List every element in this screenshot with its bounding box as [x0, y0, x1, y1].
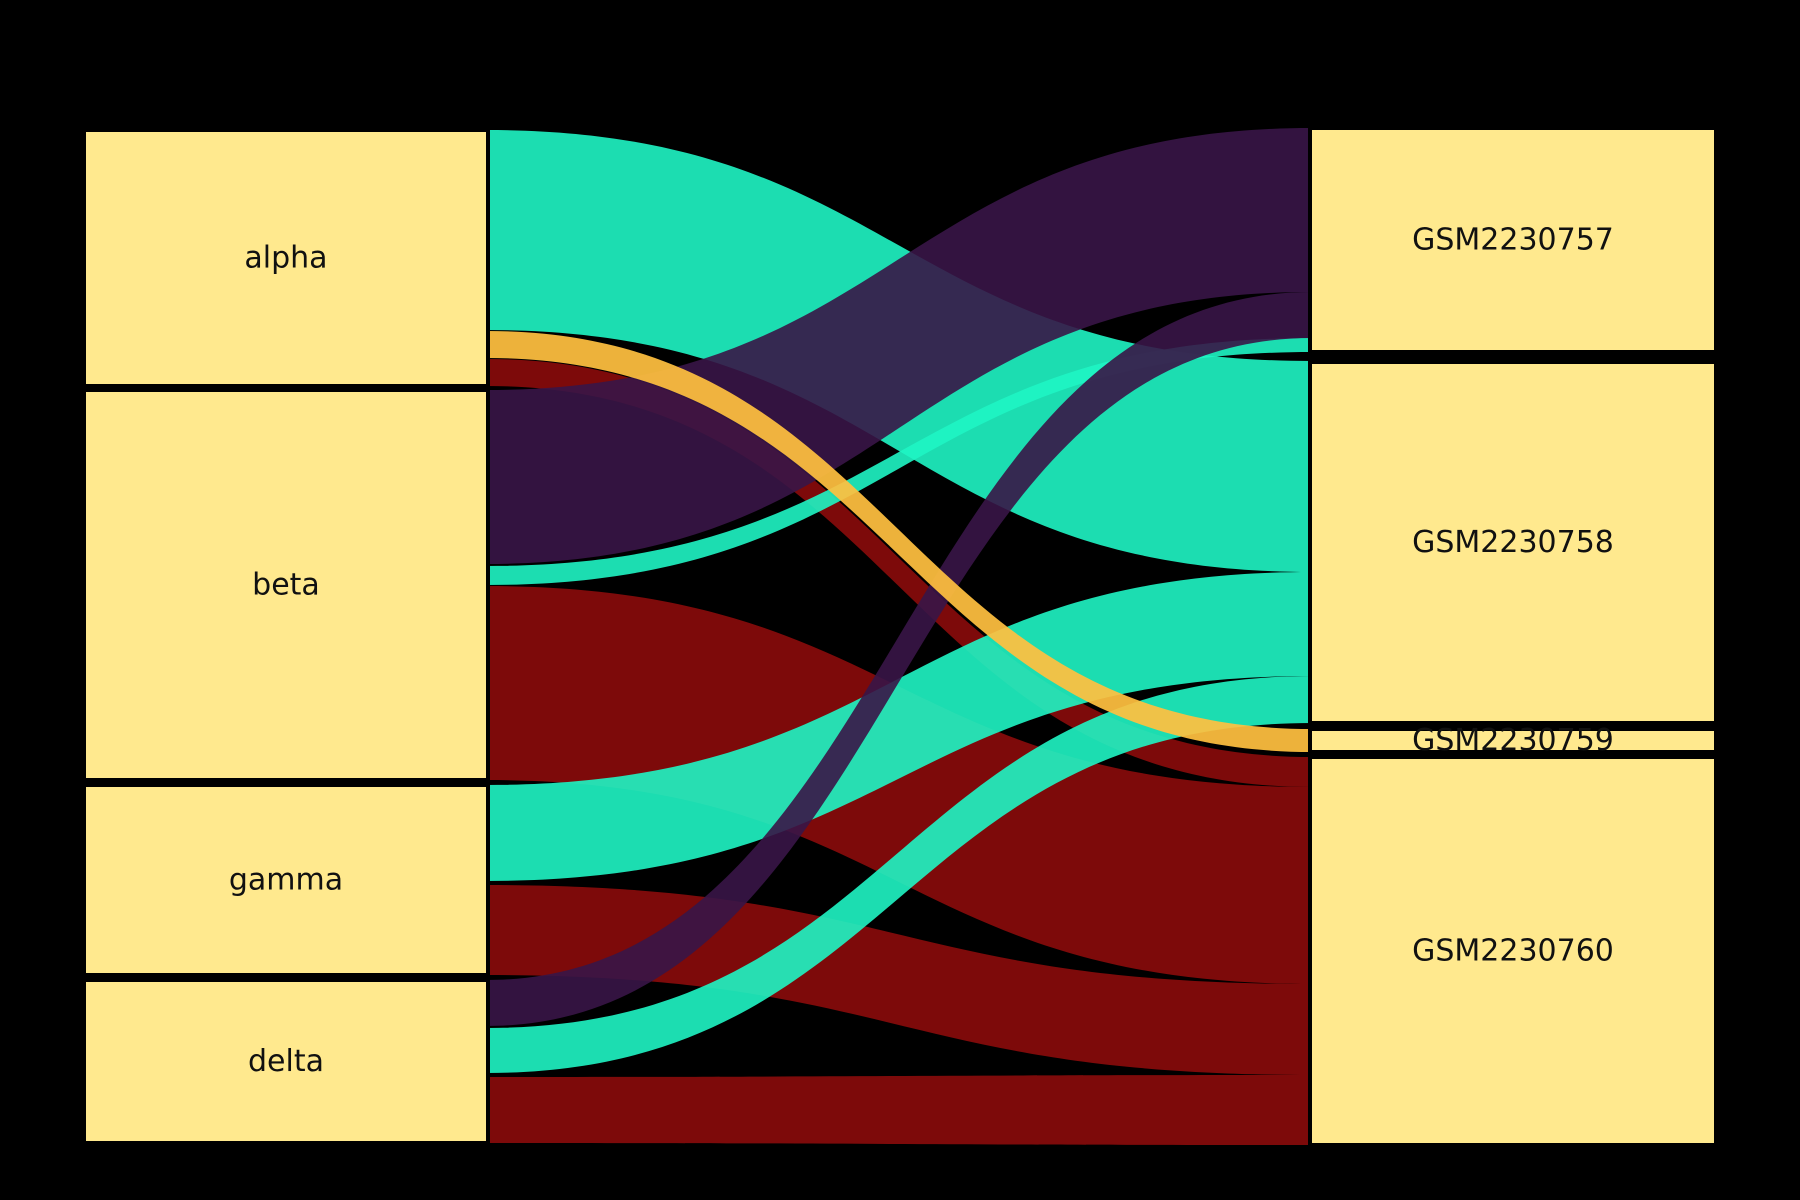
- link-delta-GSM2230760[interactable]: [486, 1075, 1312, 1145]
- link-beta-GSM2230757[interactable]: [486, 338, 1312, 585]
- node-label-GSM2230760: GSM2230760: [1412, 934, 1614, 969]
- links-layer: [486, 128, 1312, 1145]
- node-label-delta: delta: [248, 1044, 324, 1079]
- node-alpha[interactable]: [82, 128, 490, 388]
- link-gamma-GSM2230758[interactable]: [486, 572, 1312, 881]
- link-alpha-GSM2230759[interactable]: [486, 331, 1312, 752]
- node-label-beta: beta: [252, 568, 320, 603]
- link-delta-GSM2230757[interactable]: [486, 292, 1312, 1026]
- node-label-GSM2230759: GSM2230759: [1412, 723, 1614, 758]
- node-label-GSM2230758: GSM2230758: [1412, 525, 1614, 560]
- node-GSM2230757[interactable]: [1308, 126, 1718, 354]
- node-GSM2230759[interactable]: [1308, 727, 1718, 754]
- node-GSM2230760[interactable]: [1308, 755, 1718, 1147]
- link-alpha-GSM2230760[interactable]: [486, 359, 1312, 787]
- node-label-gamma: gamma: [229, 863, 343, 898]
- node-GSM2230758[interactable]: [1308, 360, 1718, 725]
- link-delta-GSM2230758[interactable]: [486, 676, 1312, 1073]
- node-label-alpha: alpha: [244, 241, 327, 276]
- node-label-GSM2230757: GSM2230757: [1412, 223, 1614, 258]
- node-gamma[interactable]: [82, 783, 490, 977]
- link-beta-GSM2230757[interactable]: [486, 128, 1312, 564]
- nodes-layer: alpha beta gamma delta GSM2230757 GSM2230758 G…: [82, 126, 1718, 1147]
- link-beta-GSM2230760[interactable]: [486, 586, 1312, 984]
- node-delta[interactable]: [82, 978, 490, 1145]
- node-beta[interactable]: [82, 388, 490, 782]
